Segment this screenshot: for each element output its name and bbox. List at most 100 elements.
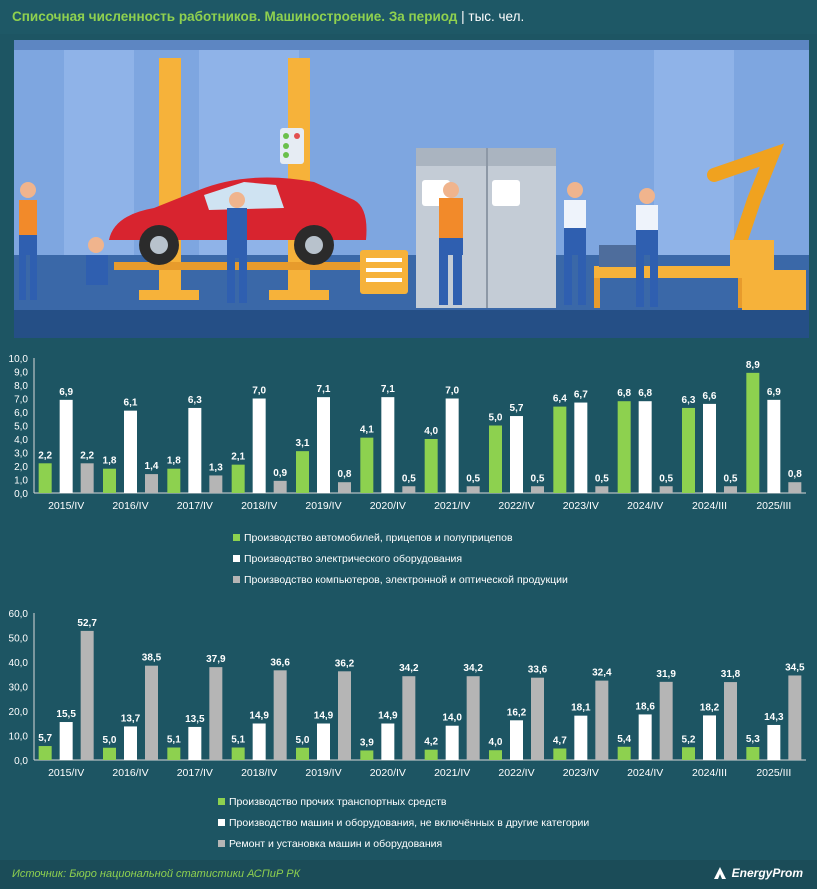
x-tick-label: 2021/IV xyxy=(434,767,470,779)
data-label: 6,1 xyxy=(124,398,138,409)
y-tick-label: 5,0 xyxy=(14,422,28,433)
bar xyxy=(466,676,480,760)
title-unit: тыс. чел. xyxy=(468,9,525,24)
legend-swatch xyxy=(233,555,240,562)
bar xyxy=(124,726,137,760)
legend-label: Производство прочих транспортных средств xyxy=(229,796,447,808)
title-separator: | xyxy=(457,9,469,24)
bar xyxy=(466,486,480,493)
data-label: 3,9 xyxy=(360,737,374,748)
data-label: 36,2 xyxy=(335,658,355,669)
data-label: 1,4 xyxy=(145,461,159,472)
data-label: 33,6 xyxy=(528,665,548,676)
data-label: 6,8 xyxy=(617,388,631,399)
x-tick-label: 2019/IV xyxy=(305,767,341,779)
data-label: 4,7 xyxy=(553,735,567,746)
data-label: 2,2 xyxy=(80,450,94,461)
x-tick-label: 2021/IV xyxy=(434,500,470,512)
bar xyxy=(209,667,223,760)
data-label: 18,2 xyxy=(700,702,720,713)
data-label: 0,5 xyxy=(724,473,738,484)
x-tick-label: 2015/IV xyxy=(48,767,84,779)
bar xyxy=(103,747,116,760)
y-tick-label: 8,0 xyxy=(14,381,28,392)
logo-icon xyxy=(713,867,726,879)
bar xyxy=(510,416,523,493)
chart-2-svg: 0,0 10,0 20,0 30,0 40,0 50,0 60,0 5,7 15,5 52,7 20… xyxy=(9,609,806,850)
data-label: 4,0 xyxy=(424,426,438,437)
bar xyxy=(145,474,158,493)
data-label: 36,6 xyxy=(270,657,290,668)
data-label: 0,8 xyxy=(338,469,352,480)
data-label: 0,5 xyxy=(595,473,609,484)
data-label: 0,5 xyxy=(402,473,416,484)
y-tick-label: 10,0 xyxy=(9,354,29,365)
data-label: 6,3 xyxy=(682,395,696,406)
x-tick-label: 2020/IV xyxy=(370,500,406,512)
bar xyxy=(617,401,631,493)
bar xyxy=(553,748,567,760)
y-tick-label: 3,0 xyxy=(14,449,28,460)
bar xyxy=(338,482,351,493)
data-label: 34,2 xyxy=(399,663,419,674)
data-label: 37,9 xyxy=(206,654,226,665)
legend-label: Производство электрического оборудования xyxy=(244,553,462,565)
bar xyxy=(788,482,802,493)
bar xyxy=(724,486,737,493)
data-label: 0,8 xyxy=(788,469,802,480)
data-label: 5,3 xyxy=(746,734,760,745)
data-label: 4,2 xyxy=(424,737,438,748)
bar xyxy=(317,723,330,760)
data-label: 6,8 xyxy=(638,388,652,399)
x-tick-label: 2016/IV xyxy=(112,767,148,779)
x-tick-label: 2025/III xyxy=(756,500,791,512)
chart-electrical-auto: 0,0 1,0 2,0 3,0 4,0 5,0 6,0 7,0 8,0 9,0 10,0 2,2 6,9… xyxy=(0,340,817,602)
bar xyxy=(317,397,330,493)
legend-label: Производство компьютеров, электронной и … xyxy=(244,574,568,586)
bar xyxy=(767,724,781,760)
x-tick-label: 2015/IV xyxy=(48,500,84,512)
data-label: 6,7 xyxy=(574,390,588,401)
legend-label: Производство автомобилей, прицепов и пол… xyxy=(244,532,513,544)
bar xyxy=(531,677,544,760)
data-label: 0,5 xyxy=(659,473,673,484)
y-tick-label: 1,0 xyxy=(14,476,28,487)
bar xyxy=(445,398,459,493)
data-label: 7,1 xyxy=(381,384,395,395)
data-label: 3,1 xyxy=(296,438,310,449)
bar xyxy=(252,723,266,760)
data-label: 5,0 xyxy=(489,413,503,424)
x-tick-label: 2024/III xyxy=(692,767,727,779)
data-label: 1,3 xyxy=(209,462,223,473)
footer-bar: Источник: Бюро национальной статистики А… xyxy=(0,860,817,889)
data-label: 31,9 xyxy=(656,669,676,680)
bar xyxy=(574,715,588,760)
x-tick-label: 2023/IV xyxy=(563,767,599,779)
data-label: 8,9 xyxy=(746,360,760,371)
bar xyxy=(767,399,781,493)
y-tick-label: 6,0 xyxy=(14,408,28,419)
chart-1-svg: 0,0 1,0 2,0 3,0 4,0 5,0 6,0 7,0 8,0 9,0 10,0 2,2 6,9… xyxy=(9,354,806,586)
x-tick-label: 2018/IV xyxy=(241,767,277,779)
data-label: 0,5 xyxy=(531,473,545,484)
data-label: 15,5 xyxy=(56,709,76,720)
bar xyxy=(360,437,374,493)
y-tick-label: 60,0 xyxy=(9,609,29,620)
x-tick-label: 2022/IV xyxy=(498,767,534,779)
y-tick-label: 50,0 xyxy=(9,634,29,645)
x-tick-label: 2018/IV xyxy=(241,500,277,512)
source-note: Источник: Бюро национальной статистики А… xyxy=(12,868,301,880)
data-label: 14,0 xyxy=(442,713,462,724)
bar xyxy=(489,750,502,760)
data-label: 5,0 xyxy=(103,735,117,746)
x-tick-label: 2019/IV xyxy=(305,500,341,512)
data-label: 6,6 xyxy=(703,391,717,402)
data-label: 14,9 xyxy=(378,710,398,721)
data-label: 38,5 xyxy=(142,653,162,664)
bar xyxy=(682,407,695,493)
data-label: 34,2 xyxy=(463,663,483,674)
y-tick-label: 0,0 xyxy=(14,756,28,767)
bar xyxy=(59,722,73,760)
page-title: Списочная численность работников. Машино… xyxy=(12,9,524,24)
data-label: 6,3 xyxy=(188,395,202,406)
